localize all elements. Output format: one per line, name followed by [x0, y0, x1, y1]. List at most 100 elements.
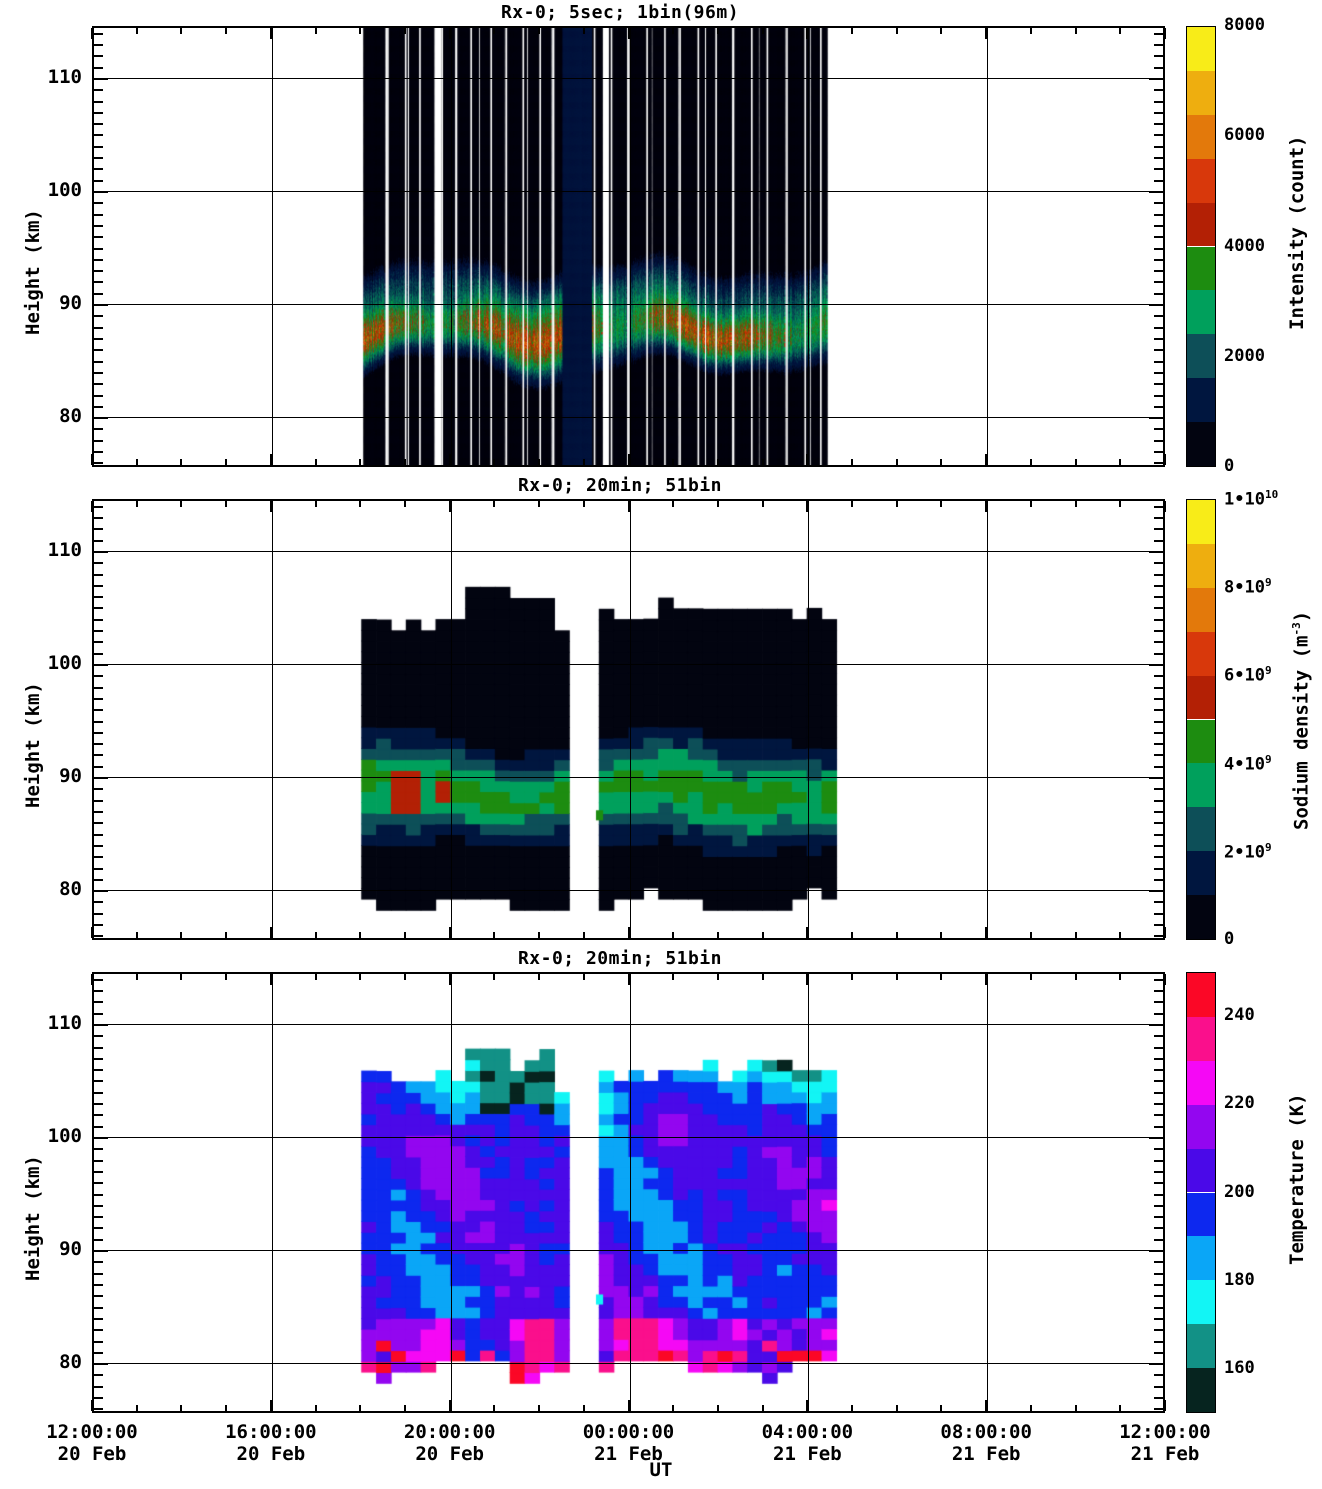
y-axis-minor-tick: [1154, 1216, 1163, 1219]
x-axis-minor-tick: [895, 501, 898, 507]
colorbar-segment: [1187, 543, 1215, 588]
y-axis-minor-tick: [1154, 1103, 1163, 1106]
x-axis-minor-tick: [895, 28, 898, 34]
y-axis-minor-tick: [1154, 1057, 1163, 1060]
y-axis-minor-tick: [1154, 337, 1163, 340]
y-axis-minor-tick: [94, 66, 103, 69]
y-axis-minor-tick: [94, 1329, 103, 1332]
x-axis-minor-tick: [225, 459, 228, 465]
colorbar-tick-label: 8•109: [1224, 576, 1272, 598]
grid-line-horizontal: [94, 1023, 1163, 1025]
y-axis-minor-tick: [1154, 451, 1163, 454]
y-axis-minor-tick: [94, 788, 103, 791]
grid-line-horizontal: [94, 1363, 1163, 1365]
colorbar-segment: [1187, 1060, 1215, 1105]
y-axis-minor-tick: [1154, 111, 1163, 114]
x-axis-major-tick: [448, 974, 451, 985]
x-axis-minor-tick: [180, 459, 183, 465]
grid-line-vertical: [450, 501, 452, 938]
y-axis-minor-tick: [1154, 1193, 1163, 1196]
y-axis-minor-tick: [1154, 1238, 1163, 1241]
x-axis-minor-tick: [940, 28, 943, 34]
y-axis-minor-tick: [1154, 709, 1163, 712]
grid-line-horizontal: [94, 550, 1163, 552]
x-axis-major-tick: [91, 974, 93, 985]
x-axis-minor-tick: [314, 28, 317, 34]
x-axis-minor-tick: [1119, 459, 1122, 465]
colorbar-tick-label: 2000: [1224, 345, 1265, 366]
y-axis-minor-tick: [94, 935, 103, 938]
grid-line-horizontal: [94, 777, 1163, 779]
x-axis-minor-tick: [135, 932, 138, 938]
x-axis-minor-tick: [180, 501, 183, 507]
colorbar-segment: [1187, 1280, 1215, 1325]
x-axis-minor-tick: [716, 501, 719, 507]
x-axis-major-tick: [806, 974, 809, 985]
x-axis-minor-tick: [493, 501, 496, 507]
y-axis-minor-tick: [94, 462, 103, 465]
y-axis-minor-tick: [94, 1238, 103, 1241]
y-axis-major-tick: [94, 1023, 108, 1026]
x-axis-minor-tick: [180, 28, 183, 34]
x-axis-tick-time: 08:00:00: [940, 1421, 1032, 1443]
x-axis-major-tick: [806, 454, 809, 465]
x-axis-major-tick: [985, 1400, 988, 1411]
y-axis-major-tick: [94, 77, 108, 80]
grid-line-vertical: [987, 501, 989, 938]
y-axis-minor-tick: [94, 1397, 103, 1400]
x-axis-minor-tick: [359, 459, 362, 465]
y-axis-major-tick: [1149, 890, 1163, 893]
y-axis-minor-tick: [1154, 607, 1163, 610]
x-axis-major-tick: [627, 501, 630, 512]
y-axis-minor-tick: [94, 822, 103, 825]
x-axis-minor-tick: [1074, 974, 1077, 980]
x-axis-minor-tick: [1119, 501, 1122, 507]
y-axis-minor-tick: [94, 1069, 103, 1072]
y-axis-minor-tick: [1154, 281, 1163, 284]
intensity-heatmap: [94, 28, 1163, 465]
x-axis-tick-date: 21 Feb: [773, 1443, 842, 1466]
y-axis-minor-tick: [94, 989, 103, 992]
y-axis-minor-tick: [1154, 1295, 1163, 1298]
x-axis-minor-tick: [761, 459, 764, 465]
grid-line-vertical: [629, 501, 631, 938]
x-axis-minor-tick: [1119, 28, 1122, 34]
y-axis-minor-tick: [94, 428, 103, 431]
y-axis-minor-tick: [94, 924, 103, 927]
y-axis-minor-tick: [1154, 292, 1163, 295]
y-axis-tick-label: 100: [47, 1124, 82, 1147]
grid-line-horizontal: [94, 417, 1163, 419]
x-axis-minor-tick: [493, 459, 496, 465]
y-axis-minor-tick: [1154, 1329, 1163, 1332]
y-axis-minor-tick: [94, 765, 103, 768]
x-axis-tick-label: 12:00:00 21 Feb: [1085, 1421, 1245, 1466]
colorbar-tick-label: 200: [1224, 1181, 1255, 1202]
panel-temperature-title: Rx-0; 20min; 51bin: [517, 948, 723, 969]
grid-line-horizontal: [94, 77, 1163, 79]
y-axis-minor-tick: [94, 1227, 103, 1230]
x-axis-major-tick: [806, 28, 809, 39]
y-axis-minor-tick: [94, 258, 103, 261]
y-axis-minor-tick: [1154, 1408, 1163, 1411]
x-axis-minor-tick: [314, 501, 317, 507]
x-axis-minor-tick: [1029, 932, 1032, 938]
x-axis-minor-tick: [1074, 459, 1077, 465]
colorbar-tick-label: 180: [1224, 1269, 1255, 1290]
x-axis-minor-tick: [716, 1405, 719, 1411]
y-axis-minor-tick: [1154, 1385, 1163, 1388]
y-axis-major-tick: [94, 417, 108, 420]
y-axis-minor-tick: [94, 686, 103, 689]
y-axis-minor-tick: [94, 618, 103, 621]
y-axis-minor-tick: [1154, 924, 1163, 927]
y-axis-minor-tick: [1154, 788, 1163, 791]
grid-line-vertical: [271, 974, 273, 1411]
grid-line-vertical: [808, 28, 810, 465]
x-axis-minor-tick: [403, 28, 406, 34]
y-axis-minor-tick: [1154, 754, 1163, 757]
y-axis-minor-tick: [1154, 1001, 1163, 1004]
y-axis-minor-tick: [94, 1159, 103, 1162]
colorbar-segment: [1187, 334, 1215, 379]
colorbar-temperature-title: Temperature (K): [1286, 1093, 1308, 1265]
y-axis-minor-tick: [94, 292, 103, 295]
y-axis-tick-label: 100: [47, 651, 82, 674]
